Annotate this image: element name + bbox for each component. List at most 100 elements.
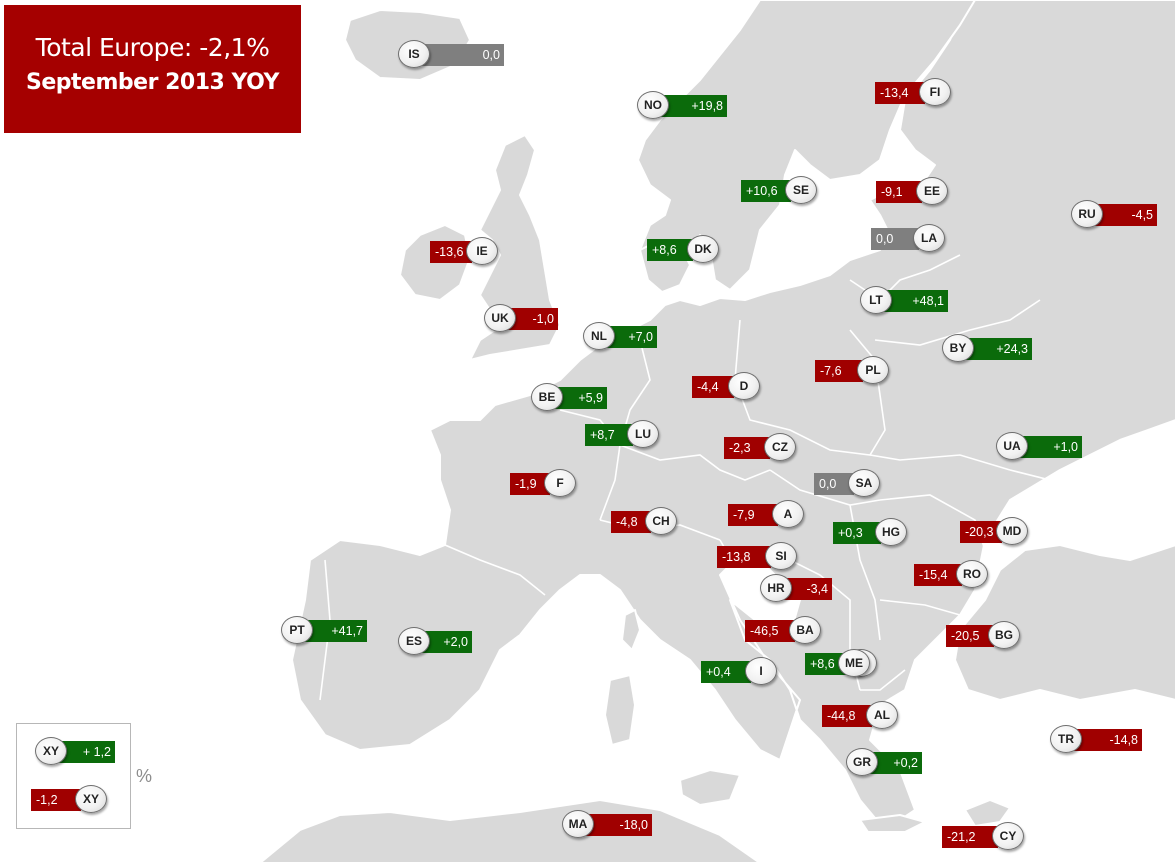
country-sa-value-bar: 0,0: [814, 473, 854, 495]
country-uk-code-bubble: UK: [484, 304, 516, 332]
land-corsica: [621, 609, 641, 651]
country-md-marker: -20,3 MD: [960, 517, 1028, 547]
country-cy-value-bar: -21,2: [942, 826, 998, 848]
country-si-marker: -13,8 SI: [717, 542, 797, 572]
country-ch-code-bubble: CH: [645, 507, 677, 535]
country-ma-code-bubble: MA: [562, 810, 594, 838]
country-es-code-bubble: ES: [398, 627, 430, 655]
legend-negative-value-bar: -1,2: [31, 789, 81, 811]
country-hg-marker: +0,3 HG: [833, 518, 907, 548]
legend-positive-code-bubble: XY: [35, 737, 67, 765]
country-hr-code-bubble: HR: [760, 574, 792, 602]
country-hg-value-bar: +0,3: [833, 522, 881, 544]
country-ma-value-bar: -18,0: [586, 814, 652, 836]
country-ro-code-bubble: RO: [956, 560, 988, 588]
legend-negative-code-bubble: XY: [75, 785, 107, 813]
country-ch-marker: -4,8 CH: [611, 507, 677, 537]
country-me-marker: ME: [838, 649, 870, 679]
country-lu-code-bubble: LU: [627, 420, 659, 448]
country-ie-value-bar: -13,6: [430, 241, 472, 263]
country-is-value-bar: 0,0: [422, 44, 504, 66]
country-cz-code-bubble: CZ: [764, 433, 796, 461]
country-ua-value-bar: +1,0: [1020, 436, 1082, 458]
country-gr-marker: +0,2 GR: [846, 748, 922, 778]
land-sardinia: [604, 674, 636, 746]
country-al-code-bubble: AL: [866, 701, 898, 729]
country-si-value-bar: -13,8: [717, 546, 771, 568]
country-ch-value-bar: -4,8: [611, 511, 651, 533]
legend: + 1,2 XY -1,2 XY: [16, 723, 131, 829]
country-bg-code-bubble: BG: [988, 621, 1020, 649]
land-great-britain: [469, 134, 561, 361]
country-ro-value-bar: -15,4: [914, 564, 962, 586]
country-pt-code-bubble: PT: [281, 616, 313, 644]
country-la-marker: 0,0 LA: [871, 224, 945, 254]
country-nl-value-bar: +7,0: [607, 326, 657, 348]
country-ba-value-bar: -46,5: [745, 620, 795, 642]
country-lu-marker: +8,7 LU: [585, 420, 659, 450]
country-ua-marker: +1,0 UA: [996, 432, 1082, 462]
country-lu-value-bar: +8,7: [585, 424, 633, 446]
country-ma-marker: -18,0 MA: [562, 810, 652, 840]
country-pl-value-bar: -7,6: [815, 360, 863, 382]
legend-negative-marker: -1,2 XY: [31, 785, 107, 815]
country-al-value-bar: -44,8: [822, 705, 872, 727]
country-ro-marker: -15,4 RO: [914, 560, 988, 590]
country-gr-code-bubble: GR: [846, 748, 878, 776]
country-pt-value-bar: +41,7: [305, 620, 367, 642]
country-f-code-bubble: F: [544, 469, 576, 497]
country-be-marker: +5,9 BE: [531, 383, 607, 413]
country-a-value-bar: -7,9: [728, 504, 778, 526]
country-pt-marker: +41,7 PT: [281, 616, 367, 646]
country-no-value-bar: +19,8: [661, 95, 727, 117]
title-box: Total Europe: -2,1% September 2013 YOY: [4, 5, 301, 133]
country-ee-marker: -9,1 EE: [876, 177, 948, 207]
country-d-value-bar: -4,4: [692, 376, 734, 398]
land-north-africa: [259, 799, 761, 863]
country-cz-marker: -2,3 CZ: [724, 433, 796, 463]
land-mainland: [291, 0, 1176, 831]
country-gr-value-bar: +0,2: [870, 752, 922, 774]
country-se-value-bar: +10,6: [741, 180, 791, 202]
country-dk-value-bar: +8,6: [647, 239, 693, 261]
country-no-marker: +19,8 NO: [637, 91, 727, 121]
country-la-value-bar: 0,0: [871, 228, 919, 250]
country-se-code-bubble: SE: [785, 176, 817, 204]
country-ba-code-bubble: BA: [789, 616, 821, 644]
title-period: September 2013 YOY: [26, 70, 279, 95]
country-md-value-bar: -20,3: [960, 521, 1002, 543]
country-ee-value-bar: -9,1: [876, 181, 922, 203]
country-dk-code-bubble: DK: [687, 235, 719, 263]
country-se-marker: +10,6 SE: [741, 176, 817, 206]
country-fi-value-bar: -13,4: [875, 82, 925, 104]
country-ba-marker: -46,5 BA: [745, 616, 821, 646]
country-ie-marker: -13,6 IE: [430, 237, 498, 267]
country-no-code-bubble: NO: [637, 91, 669, 119]
country-pl-marker: -7,6 PL: [815, 356, 889, 386]
country-me-code-bubble: ME: [838, 649, 870, 677]
country-hr-value-bar: -3,4: [784, 578, 832, 600]
country-lt-marker: +48,1 LT: [860, 286, 948, 316]
country-be-value-bar: +5,9: [555, 387, 607, 409]
country-nl-marker: +7,0 NL: [583, 322, 657, 352]
legend-positive-value-bar: + 1,2: [59, 741, 115, 763]
country-tr-value-bar: -14,8: [1074, 729, 1142, 751]
country-f-marker: -1,9 F: [510, 469, 576, 499]
country-cy-code-bubble: CY: [992, 822, 1024, 850]
country-i-marker: +0,4 I: [701, 657, 777, 687]
country-hr-marker: -3,4 HR: [760, 574, 832, 604]
country-lt-code-bubble: LT: [860, 286, 892, 314]
country-uk-marker: -1,0 UK: [484, 304, 558, 334]
country-al-marker: -44,8 AL: [822, 701, 898, 731]
country-pl-code-bubble: PL: [857, 356, 889, 384]
country-ru-value-bar: -4,5: [1095, 204, 1157, 226]
country-by-marker: +24,3 BY: [942, 334, 1032, 364]
country-be-code-bubble: BE: [531, 383, 563, 411]
country-dk-marker: +8,6 DK: [647, 235, 719, 265]
country-tr-code-bubble: TR: [1050, 725, 1082, 753]
country-nl-code-bubble: NL: [583, 322, 615, 350]
country-d-marker: -4,4 D: [692, 372, 760, 402]
country-hg-code-bubble: HG: [875, 518, 907, 546]
